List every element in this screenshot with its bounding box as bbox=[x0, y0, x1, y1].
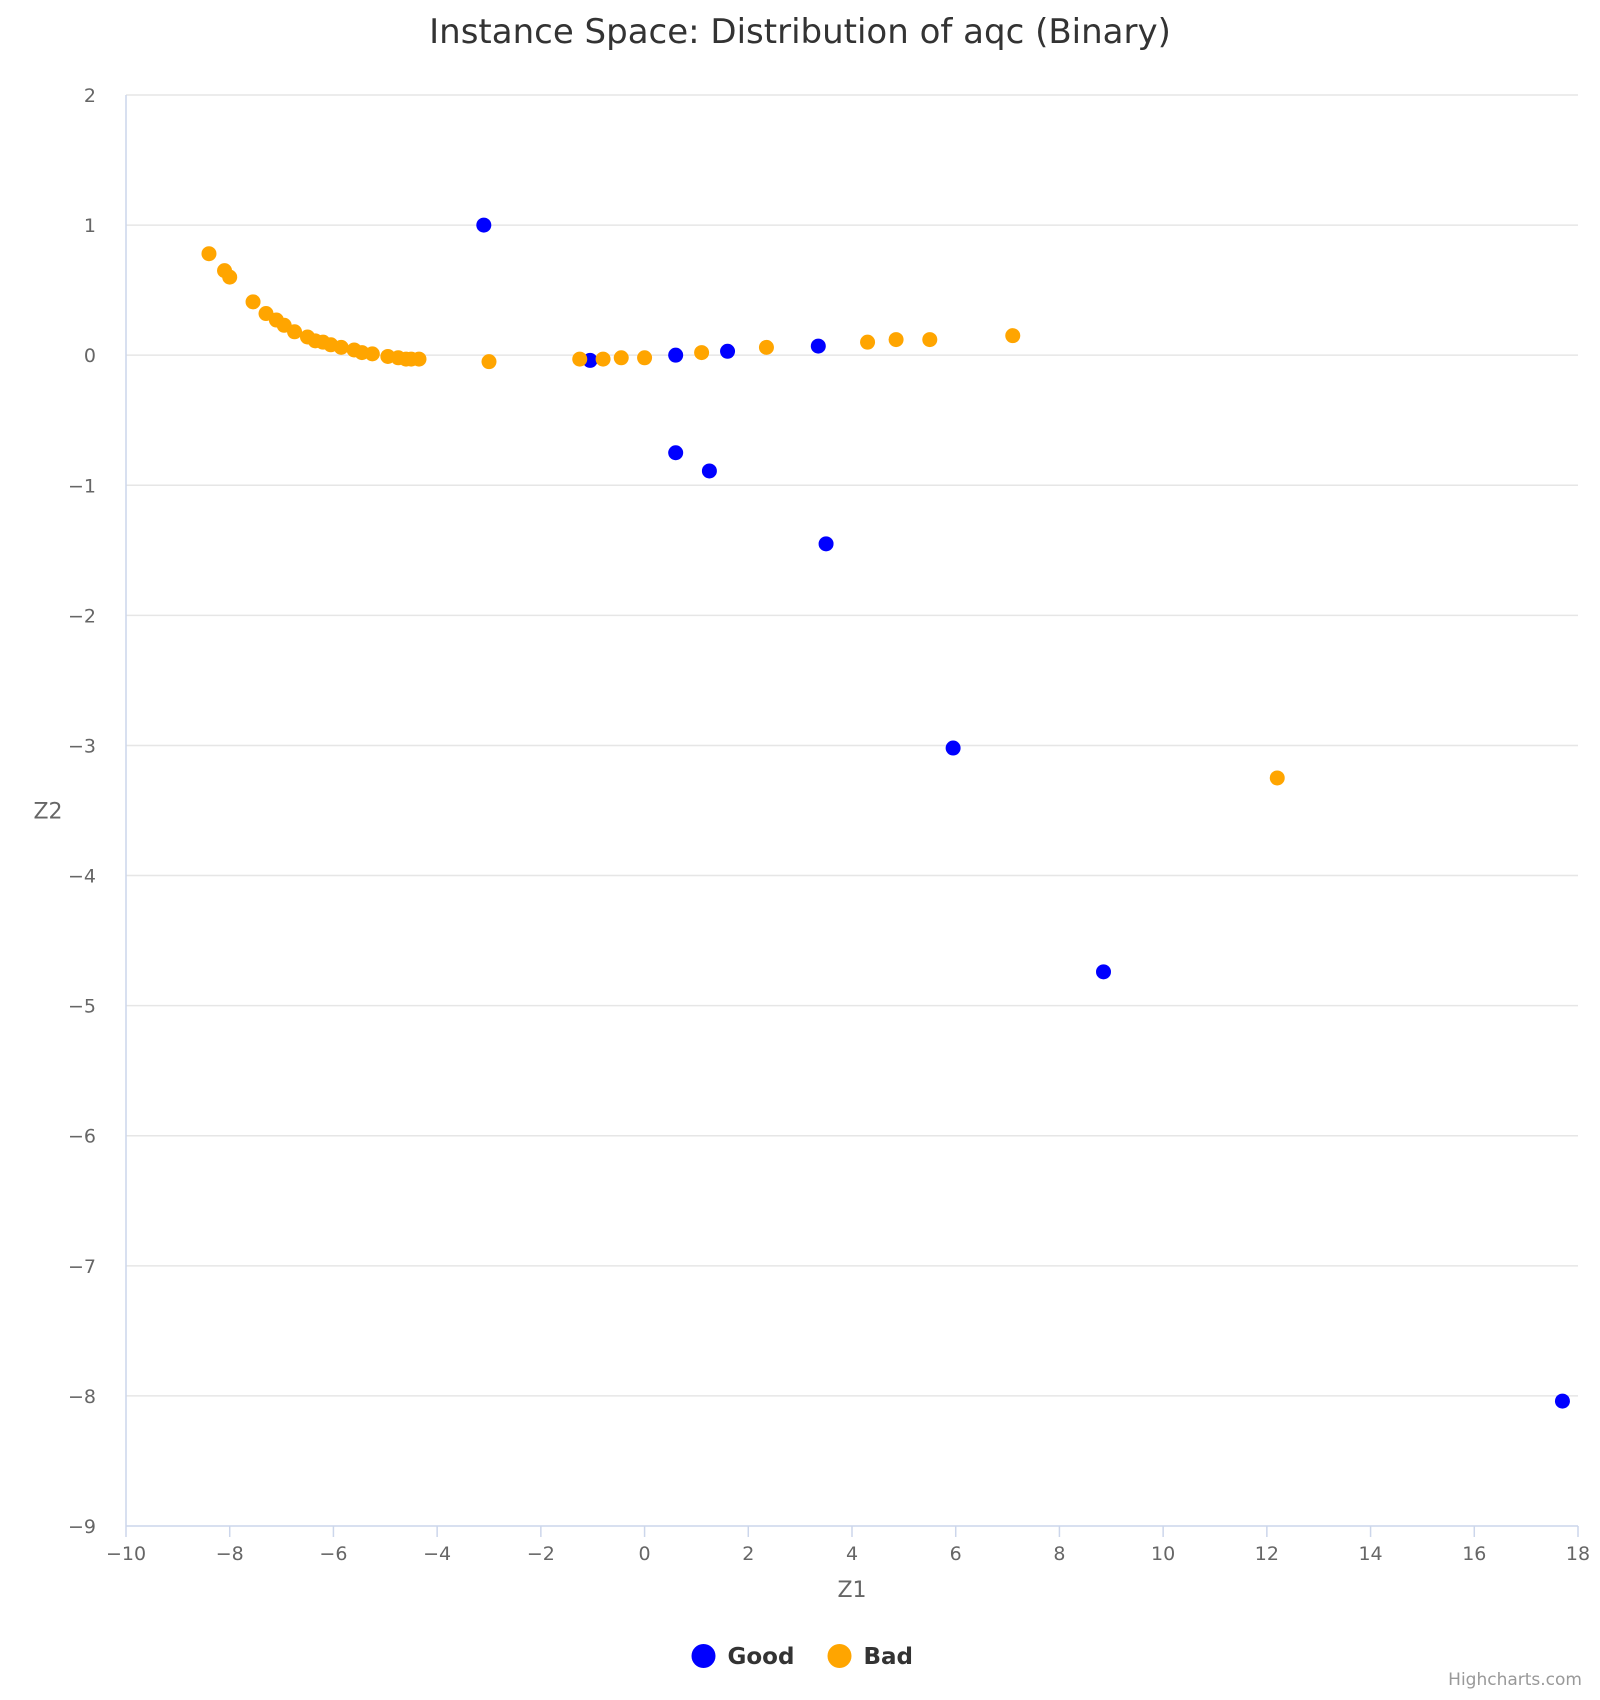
y-tick-label: −2 bbox=[68, 605, 96, 627]
data-point-bad[interactable] bbox=[860, 334, 876, 350]
y-tick-label: −4 bbox=[68, 866, 96, 888]
data-point-good[interactable] bbox=[810, 338, 826, 354]
axes bbox=[125, 95, 1579, 1537]
data-points bbox=[201, 217, 1570, 1409]
x-tick-label: 6 bbox=[950, 1543, 962, 1565]
data-point-bad[interactable] bbox=[333, 339, 349, 355]
legend-marker bbox=[827, 1644, 852, 1668]
legend-label: Bad bbox=[864, 1644, 914, 1670]
x-tick-label: 8 bbox=[1053, 1543, 1065, 1565]
x-tick-label: −10 bbox=[106, 1543, 146, 1565]
x-tick-label: −4 bbox=[423, 1543, 451, 1565]
data-point-bad[interactable] bbox=[758, 339, 774, 355]
y-tick-label: 1 bbox=[84, 215, 96, 237]
x-tick-label: 16 bbox=[1462, 1543, 1486, 1565]
chart-title: Instance Space: Distribution of aqc (Bin… bbox=[429, 12, 1171, 52]
data-point-bad[interactable] bbox=[481, 354, 497, 370]
y-tick-label: −1 bbox=[68, 475, 96, 497]
y-tick-label: 2 bbox=[84, 85, 96, 107]
x-tick-label: −8 bbox=[216, 1543, 244, 1565]
data-point-good[interactable] bbox=[668, 445, 684, 461]
data-point-good[interactable] bbox=[1096, 964, 1112, 980]
data-point-bad[interactable] bbox=[572, 351, 588, 367]
data-point-bad[interactable] bbox=[613, 350, 629, 366]
data-point-good[interactable] bbox=[1554, 1393, 1570, 1409]
data-point-good[interactable] bbox=[701, 463, 717, 479]
data-point-bad[interactable] bbox=[287, 324, 303, 340]
y-axis-title: Z2 bbox=[33, 800, 62, 825]
x-tick-label: −6 bbox=[319, 1543, 347, 1565]
y-tick-label: −9 bbox=[68, 1516, 96, 1538]
y-tick-label: −7 bbox=[68, 1256, 96, 1278]
data-point-good[interactable] bbox=[476, 217, 492, 233]
x-tick-label: −2 bbox=[527, 1543, 555, 1565]
x-tick-label: 2 bbox=[742, 1543, 754, 1565]
y-tick-label: 0 bbox=[84, 345, 96, 367]
data-point-bad[interactable] bbox=[1005, 328, 1021, 344]
x-tick-label: 18 bbox=[1566, 1543, 1590, 1565]
x-axis-title: Z1 bbox=[837, 1578, 866, 1603]
tick-labels: 210−1−2−3−4−5−6−7−8−9−10 −8 −6 −4 −2 0 2 4 6 8 10 1… bbox=[68, 85, 1590, 1565]
data-point-bad[interactable] bbox=[364, 346, 380, 362]
legend-label: Good bbox=[728, 1644, 795, 1670]
data-point-bad[interactable] bbox=[694, 345, 710, 361]
legend-marker bbox=[691, 1644, 716, 1668]
x-tick-label: 14 bbox=[1358, 1543, 1382, 1565]
grid-lines bbox=[126, 94, 1578, 1397]
data-point-bad[interactable] bbox=[595, 351, 611, 367]
y-tick-label: −5 bbox=[68, 996, 96, 1018]
data-point-bad[interactable] bbox=[888, 332, 904, 348]
y-tick-label: −8 bbox=[68, 1386, 96, 1408]
legend-item-good[interactable]: Good bbox=[691, 1644, 795, 1670]
data-point-bad[interactable] bbox=[201, 246, 217, 262]
y-tick-label: −6 bbox=[68, 1126, 96, 1148]
data-point-bad[interactable] bbox=[222, 269, 238, 285]
data-point-bad[interactable] bbox=[411, 351, 427, 367]
data-point-good[interactable] bbox=[818, 536, 834, 552]
y-tick-label: −3 bbox=[68, 735, 96, 757]
data-point-bad[interactable] bbox=[245, 294, 261, 310]
data-point-bad[interactable] bbox=[1269, 770, 1285, 786]
data-point-bad[interactable] bbox=[637, 350, 653, 366]
data-point-good[interactable] bbox=[668, 347, 684, 363]
x-tick-label: 0 bbox=[639, 1543, 651, 1565]
data-point-good[interactable] bbox=[945, 740, 961, 756]
x-tick-label: 12 bbox=[1255, 1543, 1279, 1565]
legend: Good Bad bbox=[691, 1644, 914, 1670]
credits-link[interactable]: Highcharts.com bbox=[1448, 1670, 1582, 1690]
data-point-bad[interactable] bbox=[922, 332, 938, 348]
x-tick-label: 10 bbox=[1151, 1543, 1175, 1565]
x-tick-label: 4 bbox=[846, 1543, 858, 1565]
data-point-good[interactable] bbox=[720, 343, 736, 359]
legend-item-bad[interactable]: Bad bbox=[827, 1644, 914, 1670]
